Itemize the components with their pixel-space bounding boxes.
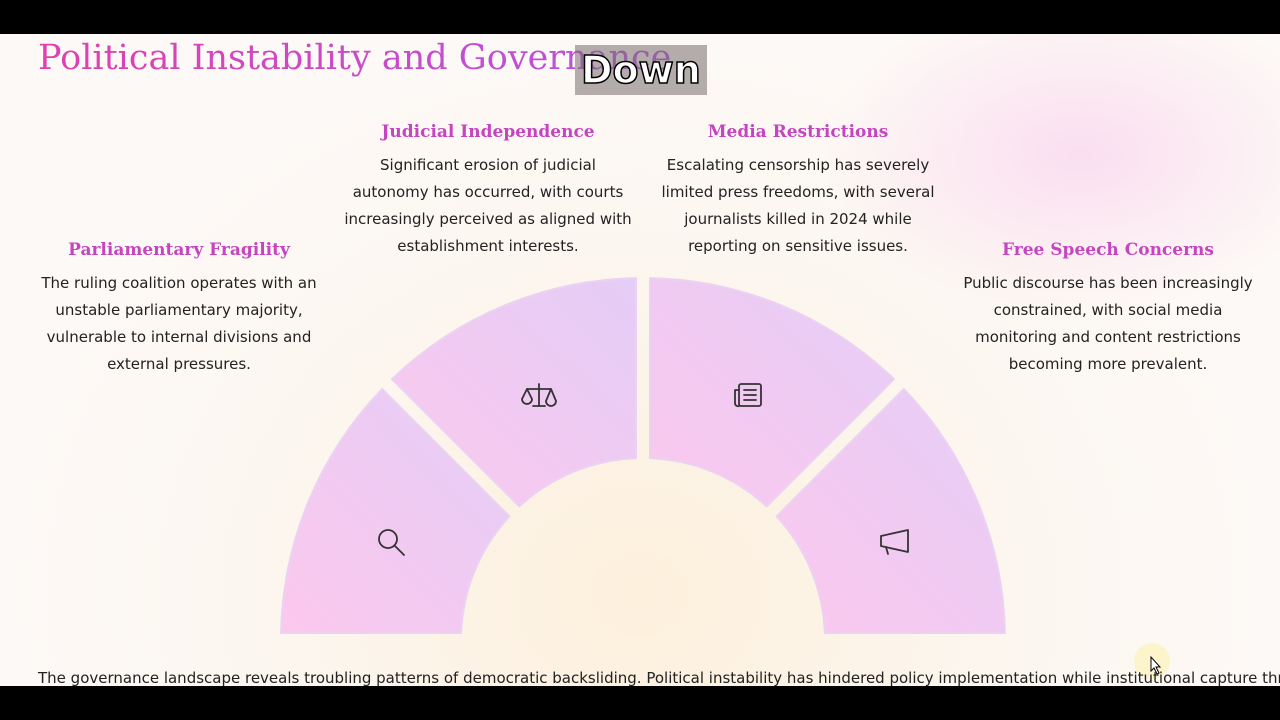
segment xyxy=(280,388,511,635)
newspaper-icon xyxy=(734,383,762,408)
section: Media Restrictions Escalating censorship… xyxy=(653,122,943,260)
megaphone-icon xyxy=(880,529,909,555)
section-heading: Judicial Independence xyxy=(381,122,595,142)
slide-title: Political Instability and Governance xyxy=(38,38,672,78)
section-text: Escalating censorship has severely limit… xyxy=(661,156,935,255)
section: Judicial Independence Significant erosio… xyxy=(343,122,633,260)
section: Parliamentary Fragility The ruling coali… xyxy=(34,240,324,378)
section-heading: Parliamentary Fragility xyxy=(68,240,290,260)
section-heading: Free Speech Concerns xyxy=(1002,240,1214,260)
section-text: The ruling coalition operates with an un… xyxy=(41,274,317,373)
section-heading: Media Restrictions xyxy=(707,122,889,142)
segment-diagram xyxy=(280,277,1170,679)
scales-icon xyxy=(521,383,557,407)
section-text: Public discourse has been increasingly c… xyxy=(963,274,1253,373)
segment xyxy=(391,277,638,508)
section: Free Speech Concerns Public discourse ha… xyxy=(963,240,1253,378)
segment xyxy=(775,388,1006,635)
slide: Political Instability and Governance Par… xyxy=(0,34,1280,686)
section-text: Significant erosion of judicial autonomy… xyxy=(344,156,632,255)
footer-text: The governance landscape reveals troubli… xyxy=(38,669,1280,686)
cursor xyxy=(1150,655,1162,675)
caption-overlay: Down xyxy=(575,45,707,95)
search-icon xyxy=(378,529,405,556)
background-glow xyxy=(820,34,1280,314)
segment xyxy=(648,277,895,508)
